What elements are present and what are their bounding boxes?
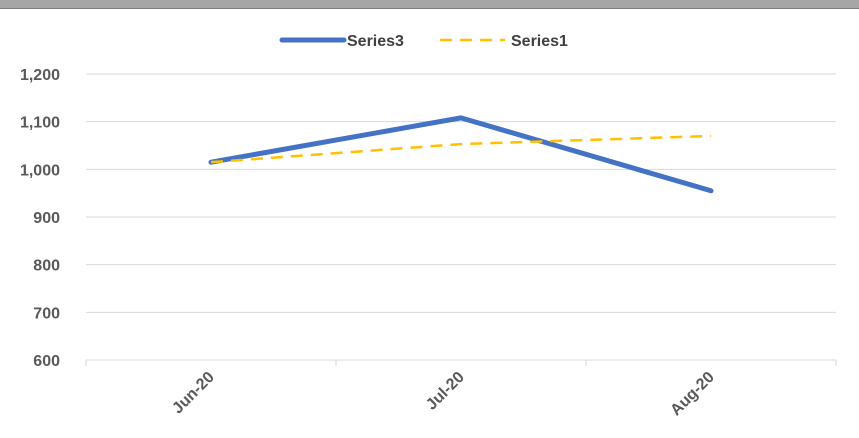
legend-label: Series3 bbox=[347, 33, 404, 50]
y-tick-label: 1,100 bbox=[20, 115, 60, 132]
series-line-series1 bbox=[210, 134, 712, 164]
y-tick-label: 1,200 bbox=[20, 67, 60, 84]
x-tick-label: Jul-20 bbox=[423, 369, 468, 414]
y-tick-label: 900 bbox=[33, 210, 60, 227]
y-tick-label: 800 bbox=[33, 258, 60, 275]
legend-label: Series1 bbox=[511, 33, 568, 50]
y-tick-label: 1,000 bbox=[20, 162, 60, 179]
legend: Series3 Series1 bbox=[279, 33, 568, 50]
y-tick-label: 700 bbox=[33, 305, 60, 322]
window-top-border bbox=[0, 0, 859, 9]
series-line-series3 bbox=[208, 115, 714, 194]
x-tick-label: Aug-20 bbox=[667, 369, 717, 419]
y-tick-label: 600 bbox=[33, 353, 60, 370]
gridlines bbox=[86, 73, 836, 313]
x-tick-label: Jun-20 bbox=[169, 369, 218, 418]
series-lines bbox=[208, 115, 714, 194]
axes: 600 700 800 900 1,000 1,100 1,200 Jun-20 Jul-20 A… bbox=[20, 67, 837, 419]
